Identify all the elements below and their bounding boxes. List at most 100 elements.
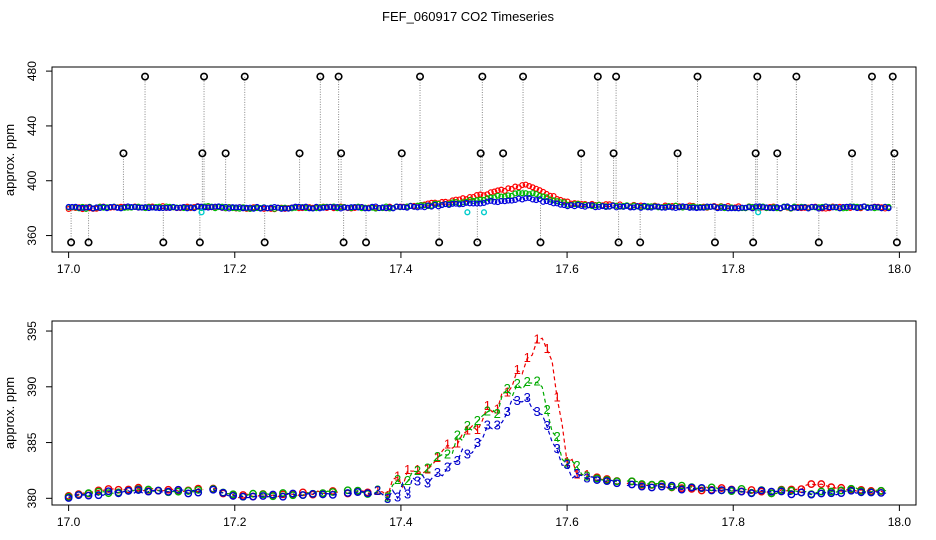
series-3-point (128, 203, 135, 210)
series-3-point (117, 205, 124, 212)
series-1-label: 1 (544, 341, 551, 356)
series-3-point (418, 203, 425, 210)
series-3-point (215, 203, 222, 210)
series-3-point (343, 489, 352, 497)
series-3-point (491, 198, 498, 205)
series-1-point (104, 485, 113, 493)
series-3-point (791, 204, 798, 211)
spike-point (198, 149, 207, 158)
series-3-line (626, 483, 887, 496)
series-3-point (807, 490, 816, 499)
spike-point (867, 72, 876, 81)
spike-point (435, 238, 444, 247)
spike-point (84, 238, 93, 247)
series-3-point (274, 204, 281, 211)
series-1-point (449, 197, 456, 204)
series-3-point (540, 198, 547, 205)
series-1-point (529, 184, 536, 191)
series-2-label: 2 (514, 376, 521, 391)
series-3-point (697, 484, 706, 492)
series-3-point (278, 205, 285, 212)
series-3-point (142, 204, 149, 211)
series-3-point (187, 204, 194, 211)
series-3-point (337, 205, 344, 212)
series-2-line (626, 480, 887, 495)
spike-point (693, 72, 702, 81)
spike-point (710, 238, 719, 247)
series-4-point (464, 209, 471, 216)
top-y-tick-label: 480 (25, 61, 39, 81)
series-3-label: 3 (444, 459, 451, 474)
series-3-point (822, 203, 829, 210)
series-3-point (264, 205, 271, 212)
series-1-point (547, 192, 554, 199)
series-3-point (801, 204, 808, 211)
spike-point (614, 238, 623, 247)
series-3-point (411, 203, 418, 210)
series-3-point (320, 204, 327, 211)
series-3-point (149, 204, 156, 211)
series-3-point (718, 204, 725, 211)
series-3-point (676, 204, 683, 211)
top-x-tick-label: 17.0 (57, 262, 81, 276)
series-2-label: 2 (563, 455, 570, 470)
bottom-y-tick-label: 395 (25, 321, 39, 341)
series-1-point (522, 181, 529, 188)
series-3-point (84, 491, 93, 500)
series-3-point (362, 205, 369, 212)
series-1-point (466, 193, 473, 200)
spike-point (519, 72, 528, 81)
series-3-point (170, 203, 177, 210)
series-3-point (463, 199, 470, 206)
series-1-label: 1 (434, 450, 441, 465)
series-2-point (421, 202, 428, 209)
series-2-label: 2 (573, 458, 580, 473)
series-3-point (64, 494, 73, 502)
bottom-y-tick-label: 390 (25, 376, 39, 396)
series-3-point (477, 200, 484, 207)
series-3-point (121, 204, 128, 211)
series-3-point (480, 200, 487, 207)
series-1-point (512, 183, 519, 190)
spike-point (848, 149, 857, 158)
series-3-point (773, 204, 780, 211)
spike-point (478, 72, 487, 81)
series-3-label: 3 (553, 441, 560, 456)
series-3-point (269, 490, 277, 499)
series-3-point (707, 486, 716, 495)
series-3-label: 3 (514, 393, 521, 408)
series-3-point (393, 203, 400, 210)
series-3-point (585, 202, 592, 209)
series-3-point (107, 204, 114, 211)
series-3-point (86, 204, 93, 211)
series-2-point (466, 196, 473, 203)
series-3-point (735, 205, 742, 212)
series-3-point (647, 483, 656, 492)
series-3-point (717, 486, 726, 495)
series-3-point (353, 488, 362, 496)
series-3-point (257, 205, 264, 212)
series-1-label: 1 (514, 362, 521, 377)
bottom-x-axis: 17.0 17.2 17.4 17.6 17.8 18.0 (57, 505, 911, 529)
bottom-x-tick-label: 17.6 (555, 515, 579, 529)
series-3-label: 3 (434, 465, 441, 480)
series-3-point (208, 204, 215, 211)
spike-point (814, 238, 823, 247)
bottom-x-tick-label: 17.0 (57, 515, 81, 529)
series-3-label: 3 (494, 417, 501, 432)
series-2-label: 2 (424, 460, 431, 475)
spike-point (195, 238, 204, 247)
spike-point (499, 149, 508, 158)
series-3-point (766, 204, 773, 211)
top-y-tick-label: 440 (25, 116, 39, 136)
series-3-label: 3 (544, 418, 551, 433)
series-3-point (817, 489, 826, 498)
series-1-label: 1 (563, 454, 570, 469)
series-3-point (229, 492, 238, 500)
series-3-label: 3 (454, 453, 461, 468)
series-3-point (557, 201, 564, 208)
series-3-point (836, 205, 843, 212)
series-3-point (308, 490, 317, 498)
series-3-point (466, 200, 473, 207)
series-3-point (867, 488, 876, 497)
